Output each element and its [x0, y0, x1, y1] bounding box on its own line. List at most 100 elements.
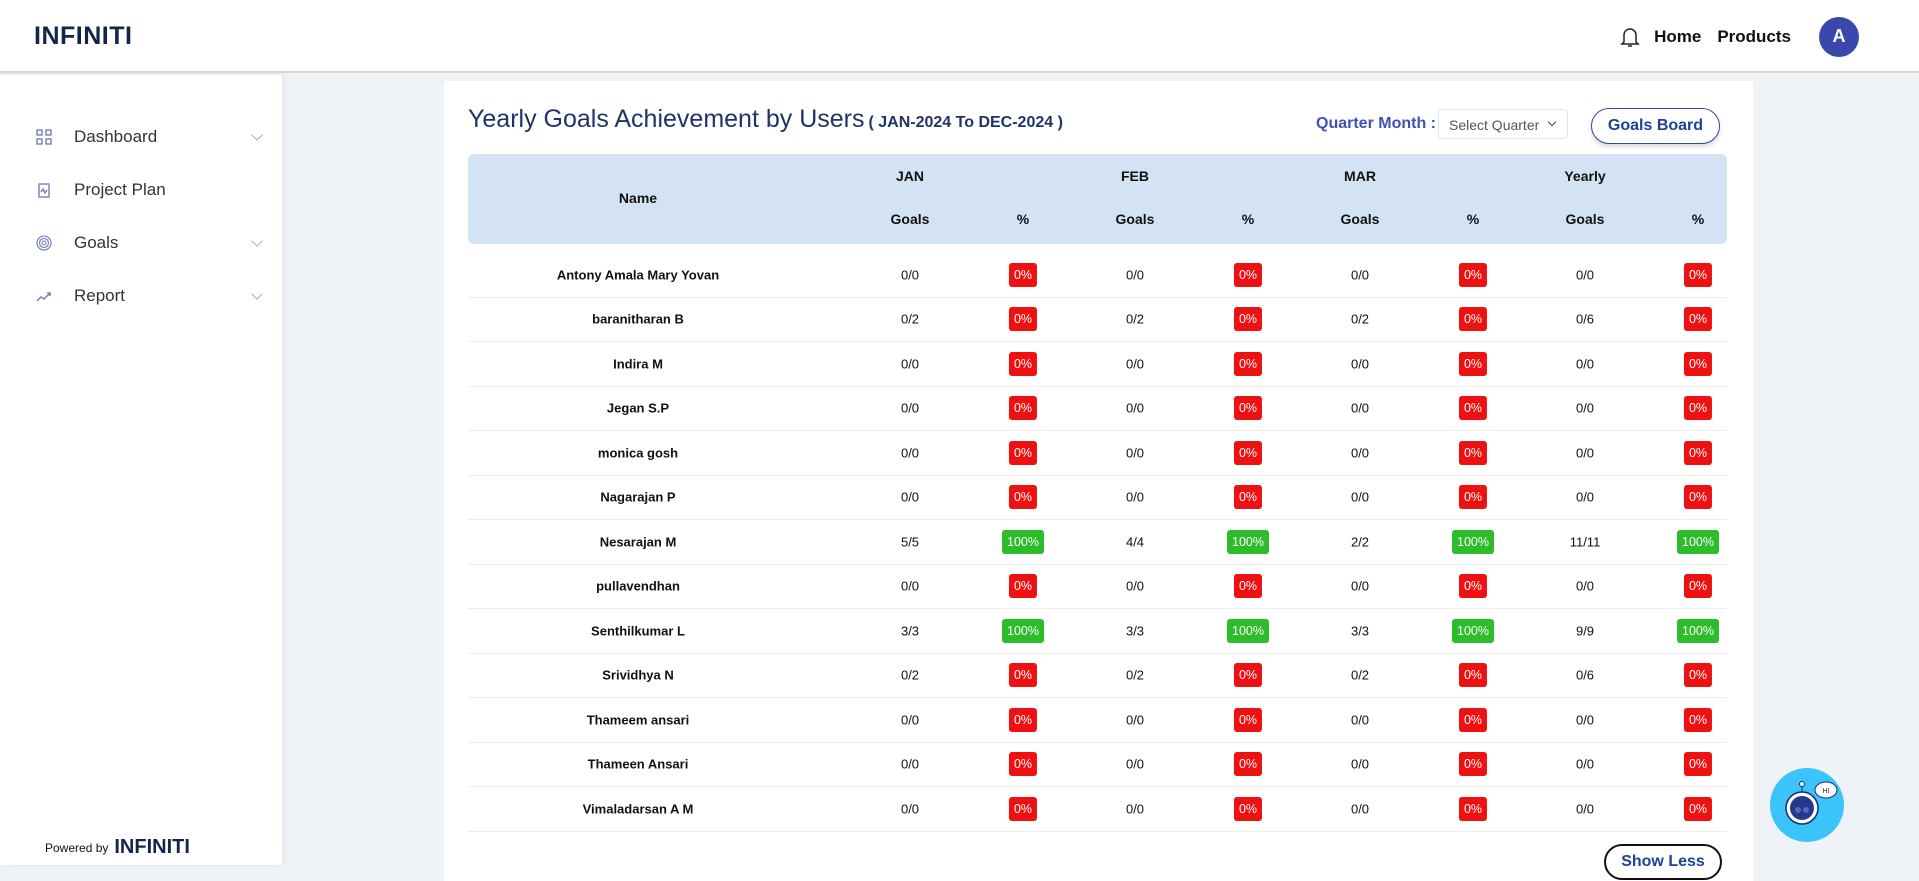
sidebar-item-project-plan[interactable]: Project Plan	[36, 175, 266, 205]
percent-badge: 0%	[1684, 663, 1712, 687]
percent-badge: 0%	[1009, 307, 1037, 331]
sidebar-item-report[interactable]: Report	[36, 281, 266, 311]
header-feb: FEB	[1121, 168, 1149, 184]
powered-by: Powered by INFINITI	[45, 836, 190, 859]
header-percent: %	[1242, 211, 1254, 227]
percent-badge: 0%	[1234, 752, 1262, 776]
goals-value: 0/0	[1351, 445, 1369, 460]
percent-badge: 0%	[1684, 263, 1712, 287]
goals-value: 0/0	[1126, 757, 1144, 772]
table-row: Nesarajan M5/5100%4/4100%2/2100%11/11100…	[468, 520, 1727, 565]
sidebar-item-goals[interactable]: Goals	[36, 228, 266, 258]
bell-icon[interactable]	[1620, 26, 1640, 48]
logo: INFINITI	[34, 22, 132, 51]
table-row: Srividhya N0/20%0/20%0/20%0/60%	[468, 654, 1727, 699]
header-jan: JAN	[896, 168, 924, 184]
goals-value: 0/2	[1351, 668, 1369, 683]
sidebar-item-dashboard[interactable]: Dashboard	[36, 122, 266, 152]
percent-badge: 100%	[1002, 530, 1044, 554]
table-row: Thameen Ansari0/00%0/00%0/00%0/00%	[468, 743, 1727, 788]
sidebar-item-label: Goals	[74, 233, 118, 253]
user-name: Indira M	[613, 356, 663, 371]
goals-value: 0/0	[901, 267, 919, 282]
goals-value: 0/0	[1351, 801, 1369, 816]
page-title: Yearly Goals Achievement by Users( JAN-2…	[468, 105, 1063, 134]
percent-badge: 0%	[1459, 663, 1487, 687]
table-body: Antony Amala Mary Yovan0/00%0/00%0/00%0/…	[468, 253, 1727, 832]
goals-value: 2/2	[1351, 534, 1369, 549]
goals-card: Yearly Goals Achievement by Users( JAN-2…	[444, 81, 1753, 881]
user-name: Srividhya N	[602, 668, 674, 683]
sidebar-item-label: Project Plan	[74, 180, 166, 200]
trend-icon	[36, 288, 52, 304]
header-yearly: Yearly	[1564, 168, 1605, 184]
goals-value: 0/0	[1126, 712, 1144, 727]
header-percent: %	[1017, 211, 1029, 227]
target-icon	[36, 235, 52, 251]
table-row: Thameem ansari0/00%0/00%0/00%0/00%	[468, 698, 1727, 743]
nav-products[interactable]: Products	[1717, 27, 1791, 47]
goals-value: 0/0	[1351, 579, 1369, 594]
percent-badge: 0%	[1009, 663, 1037, 687]
clipboard-icon	[36, 182, 52, 198]
header-percent: %	[1692, 211, 1704, 227]
goals-value: 0/2	[1351, 312, 1369, 327]
goals-value: 0/0	[1576, 712, 1594, 727]
table-row: Jegan S.P0/00%0/00%0/00%0/00%	[468, 387, 1727, 432]
goals-value: 0/0	[1576, 401, 1594, 416]
goals-value: 3/3	[1351, 623, 1369, 638]
goals-value: 0/0	[1351, 712, 1369, 727]
goals-value: 0/6	[1576, 668, 1594, 683]
percent-badge: 0%	[1234, 352, 1262, 376]
goals-value: 0/0	[1576, 267, 1594, 282]
percent-badge: 0%	[1234, 441, 1262, 465]
percent-badge: 0%	[1234, 307, 1262, 331]
table-header: Name JAN FEB MAR Yearly Goals%Goals%Goal…	[468, 154, 1727, 244]
percent-badge: 0%	[1684, 352, 1712, 376]
goals-value: 5/5	[901, 534, 919, 549]
user-name: Jegan S.P	[607, 401, 669, 416]
avatar[interactable]: A	[1819, 17, 1859, 57]
user-name: Thameen Ansari	[588, 757, 689, 772]
grid-icon	[36, 129, 52, 145]
user-name: pullavendhan	[596, 579, 680, 594]
goals-board-button[interactable]: Goals Board	[1591, 108, 1720, 144]
goals-value: 0/0	[1126, 267, 1144, 282]
percent-badge: 100%	[1452, 619, 1494, 643]
user-name: Vimaladarsan A M	[583, 801, 694, 816]
percent-badge: 0%	[1009, 797, 1037, 821]
goals-value: 0/0	[901, 712, 919, 727]
goals-value: 0/0	[1351, 401, 1369, 416]
percent-badge: 0%	[1009, 396, 1037, 420]
chatbot-button[interactable]: HI	[1770, 768, 1844, 842]
goals-value: 0/2	[1126, 312, 1144, 327]
percent-badge: 0%	[1684, 708, 1712, 732]
nav-home[interactable]: Home	[1654, 27, 1701, 47]
header-goals: Goals	[891, 211, 930, 227]
percent-badge: 0%	[1459, 396, 1487, 420]
percent-badge: 0%	[1459, 307, 1487, 331]
sidebar-item-label: Report	[74, 286, 125, 306]
percent-badge: 0%	[1459, 574, 1487, 598]
table-row: Vimaladarsan A M0/00%0/00%0/00%0/00%	[468, 787, 1727, 832]
goals-value: 0/2	[901, 668, 919, 683]
goals-value: 0/0	[1576, 445, 1594, 460]
user-name: monica gosh	[598, 445, 678, 460]
table-row: Senthilkumar L3/3100%3/3100%3/3100%9/910…	[468, 609, 1727, 654]
goals-value: 0/2	[901, 312, 919, 327]
quarter-select[interactable]: Select Quarter	[1438, 109, 1568, 139]
percent-badge: 0%	[1684, 441, 1712, 465]
percent-badge: 0%	[1459, 441, 1487, 465]
goals-value: 0/0	[1126, 356, 1144, 371]
goals-value: 0/0	[1576, 579, 1594, 594]
goals-value: 11/11	[1570, 534, 1601, 549]
percent-badge: 0%	[1684, 752, 1712, 776]
table-row: Nagarajan P0/00%0/00%0/00%0/00%	[468, 476, 1727, 521]
table-row: Indira M0/00%0/00%0/00%0/00%	[468, 342, 1727, 387]
goals-value: 0/6	[1576, 312, 1594, 327]
percent-badge: 0%	[1684, 485, 1712, 509]
show-less-button[interactable]: Show Less	[1604, 844, 1722, 880]
goals-value: 0/0	[1351, 356, 1369, 371]
percent-badge: 0%	[1234, 574, 1262, 598]
percent-badge: 0%	[1459, 752, 1487, 776]
